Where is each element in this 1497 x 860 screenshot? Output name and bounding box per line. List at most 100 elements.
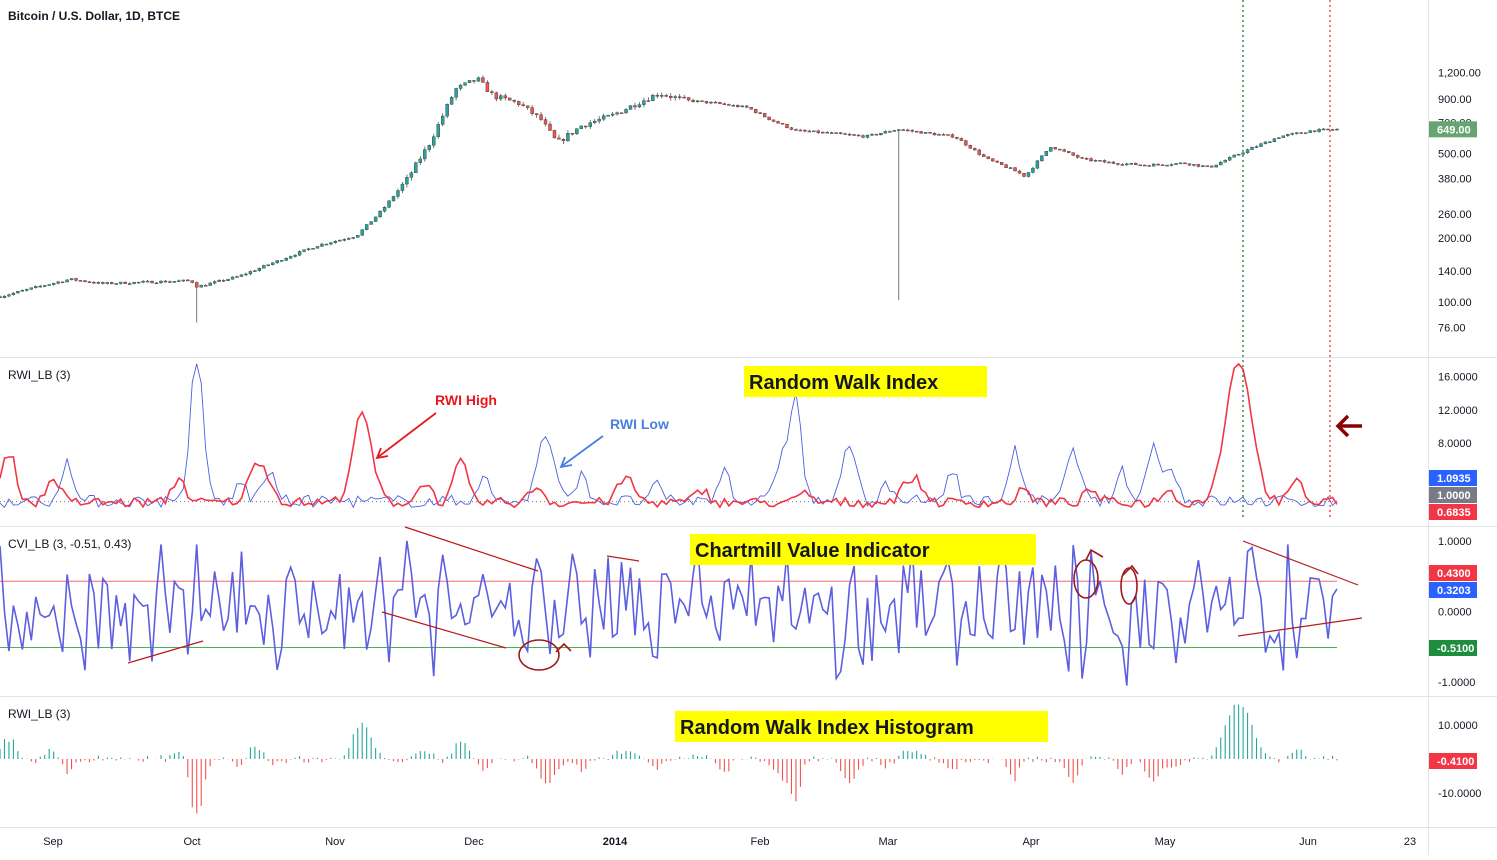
- candle-body: [642, 100, 646, 105]
- hist-banner-bg: [675, 711, 1048, 742]
- candle-body: [400, 183, 405, 191]
- candle-body: [74, 278, 78, 281]
- candle-body: [1053, 147, 1057, 150]
- candle-body: [847, 133, 852, 136]
- candle-body: [999, 162, 1004, 165]
- candle-body: [731, 105, 736, 107]
- candle-body: [1058, 148, 1062, 151]
- candle-body: [494, 92, 499, 100]
- candle-body: [812, 130, 816, 133]
- candle-body: [906, 129, 910, 132]
- histogram-pane[interactable]: [0, 704, 1338, 814]
- candle-body: [373, 216, 378, 222]
- candle-body: [203, 285, 208, 287]
- candle-body: [186, 279, 190, 282]
- rwi-high-badge-bg: [1429, 504, 1477, 520]
- candle-body: [1205, 165, 1210, 167]
- candle-body: [221, 280, 226, 282]
- candle-body: [709, 101, 713, 104]
- candle-body: [356, 235, 360, 238]
- candle-body: [1236, 154, 1241, 156]
- candle-body: [315, 246, 320, 249]
- candle-body: [606, 115, 610, 117]
- candle-body: [239, 274, 244, 277]
- candle-body: [633, 105, 637, 108]
- candle-body: [919, 131, 923, 134]
- rwi-axis-label: 16.0000: [1438, 371, 1478, 383]
- candle-body: [1143, 164, 1147, 167]
- time-axis[interactable]: Sep Oct Nov Dec 2014 Feb Mar Apr May Jun 23: [43, 836, 1416, 848]
- candle-body: [628, 105, 633, 110]
- rwi-axis-label: 8.0000: [1438, 438, 1472, 450]
- hist-title: RWI_LB (3): [8, 707, 70, 721]
- candle-body: [914, 131, 919, 133]
- candle-body: [941, 134, 946, 136]
- candle-body: [333, 240, 338, 243]
- candle-body: [262, 265, 266, 269]
- candle-body: [257, 268, 262, 271]
- candle-body: [105, 282, 110, 284]
- candle-body: [539, 114, 543, 120]
- candle-body: [1245, 149, 1250, 153]
- candle-body: [883, 131, 888, 134]
- candle-body: [1084, 158, 1089, 160]
- candle-body: [1214, 164, 1218, 168]
- last-price-badge-bg: [1429, 121, 1477, 138]
- candle-body: [2, 295, 7, 298]
- candle-body: [217, 280, 221, 282]
- candle-body: [950, 134, 955, 138]
- candle-body: [1156, 163, 1160, 166]
- candle-body: [382, 207, 387, 212]
- cvi-pane[interactable]: [0, 540, 1338, 686]
- candle-body: [338, 239, 342, 242]
- candle-body: [463, 82, 467, 86]
- candle-body: [119, 281, 123, 284]
- price-axis-label: 380.00: [1438, 174, 1472, 186]
- candle-body: [29, 287, 34, 290]
- candle-body: [767, 116, 771, 121]
- candle-body: [190, 280, 194, 283]
- candle-body: [677, 96, 682, 98]
- candle-body: [226, 279, 230, 281]
- candle-body: [306, 248, 311, 250]
- candle-body: [472, 80, 476, 82]
- candle-body: [762, 113, 767, 118]
- candle-body: [1169, 164, 1174, 166]
- price-pane[interactable]: [0, 75, 1339, 323]
- candle-body: [436, 124, 440, 137]
- candle-body: [275, 260, 279, 264]
- candle-body: [1326, 128, 1330, 131]
- candle-body: [575, 128, 579, 135]
- candle-body: [1210, 165, 1214, 168]
- candle-body: [1187, 163, 1192, 166]
- candle-body: [150, 280, 154, 284]
- candle-body: [360, 229, 364, 236]
- candle-body: [995, 160, 999, 163]
- price-axis-label: 900.00: [1438, 94, 1472, 106]
- candle-body: [517, 101, 521, 105]
- candle-body: [369, 221, 373, 225]
- candle-body: [1303, 132, 1308, 134]
- candle-body: [803, 129, 807, 132]
- cvi-banner: Chartmill Value Indicator: [695, 540, 930, 562]
- candle-body: [418, 158, 423, 163]
- main-title: Bitcoin / U.S. Dollar, 1D, BTCE: [8, 9, 180, 23]
- candle-body: [503, 95, 507, 99]
- candle-body: [266, 264, 270, 266]
- candle-body: [946, 134, 950, 136]
- candle-body: [69, 278, 74, 281]
- candle-body: [0, 296, 2, 298]
- cvi-trendlines: [127, 526, 1363, 664]
- rwi-banner: Random Walk Index: [749, 372, 938, 394]
- candle-body: [297, 251, 302, 256]
- price-axis[interactable]: 1,200.00900.00700.00500.00380.00260.0020…: [1429, 68, 1481, 800]
- candle-body: [235, 276, 239, 278]
- candle-body: [1134, 163, 1138, 166]
- candle-body: [458, 84, 463, 89]
- candle-body: [1165, 164, 1169, 167]
- candle-body: [651, 94, 655, 101]
- candle-body: [181, 279, 186, 282]
- rwi-pane[interactable]: [0, 362, 1338, 509]
- time-axis-label: 2014: [603, 836, 628, 848]
- price-axis-label: 76.00: [1438, 322, 1466, 334]
